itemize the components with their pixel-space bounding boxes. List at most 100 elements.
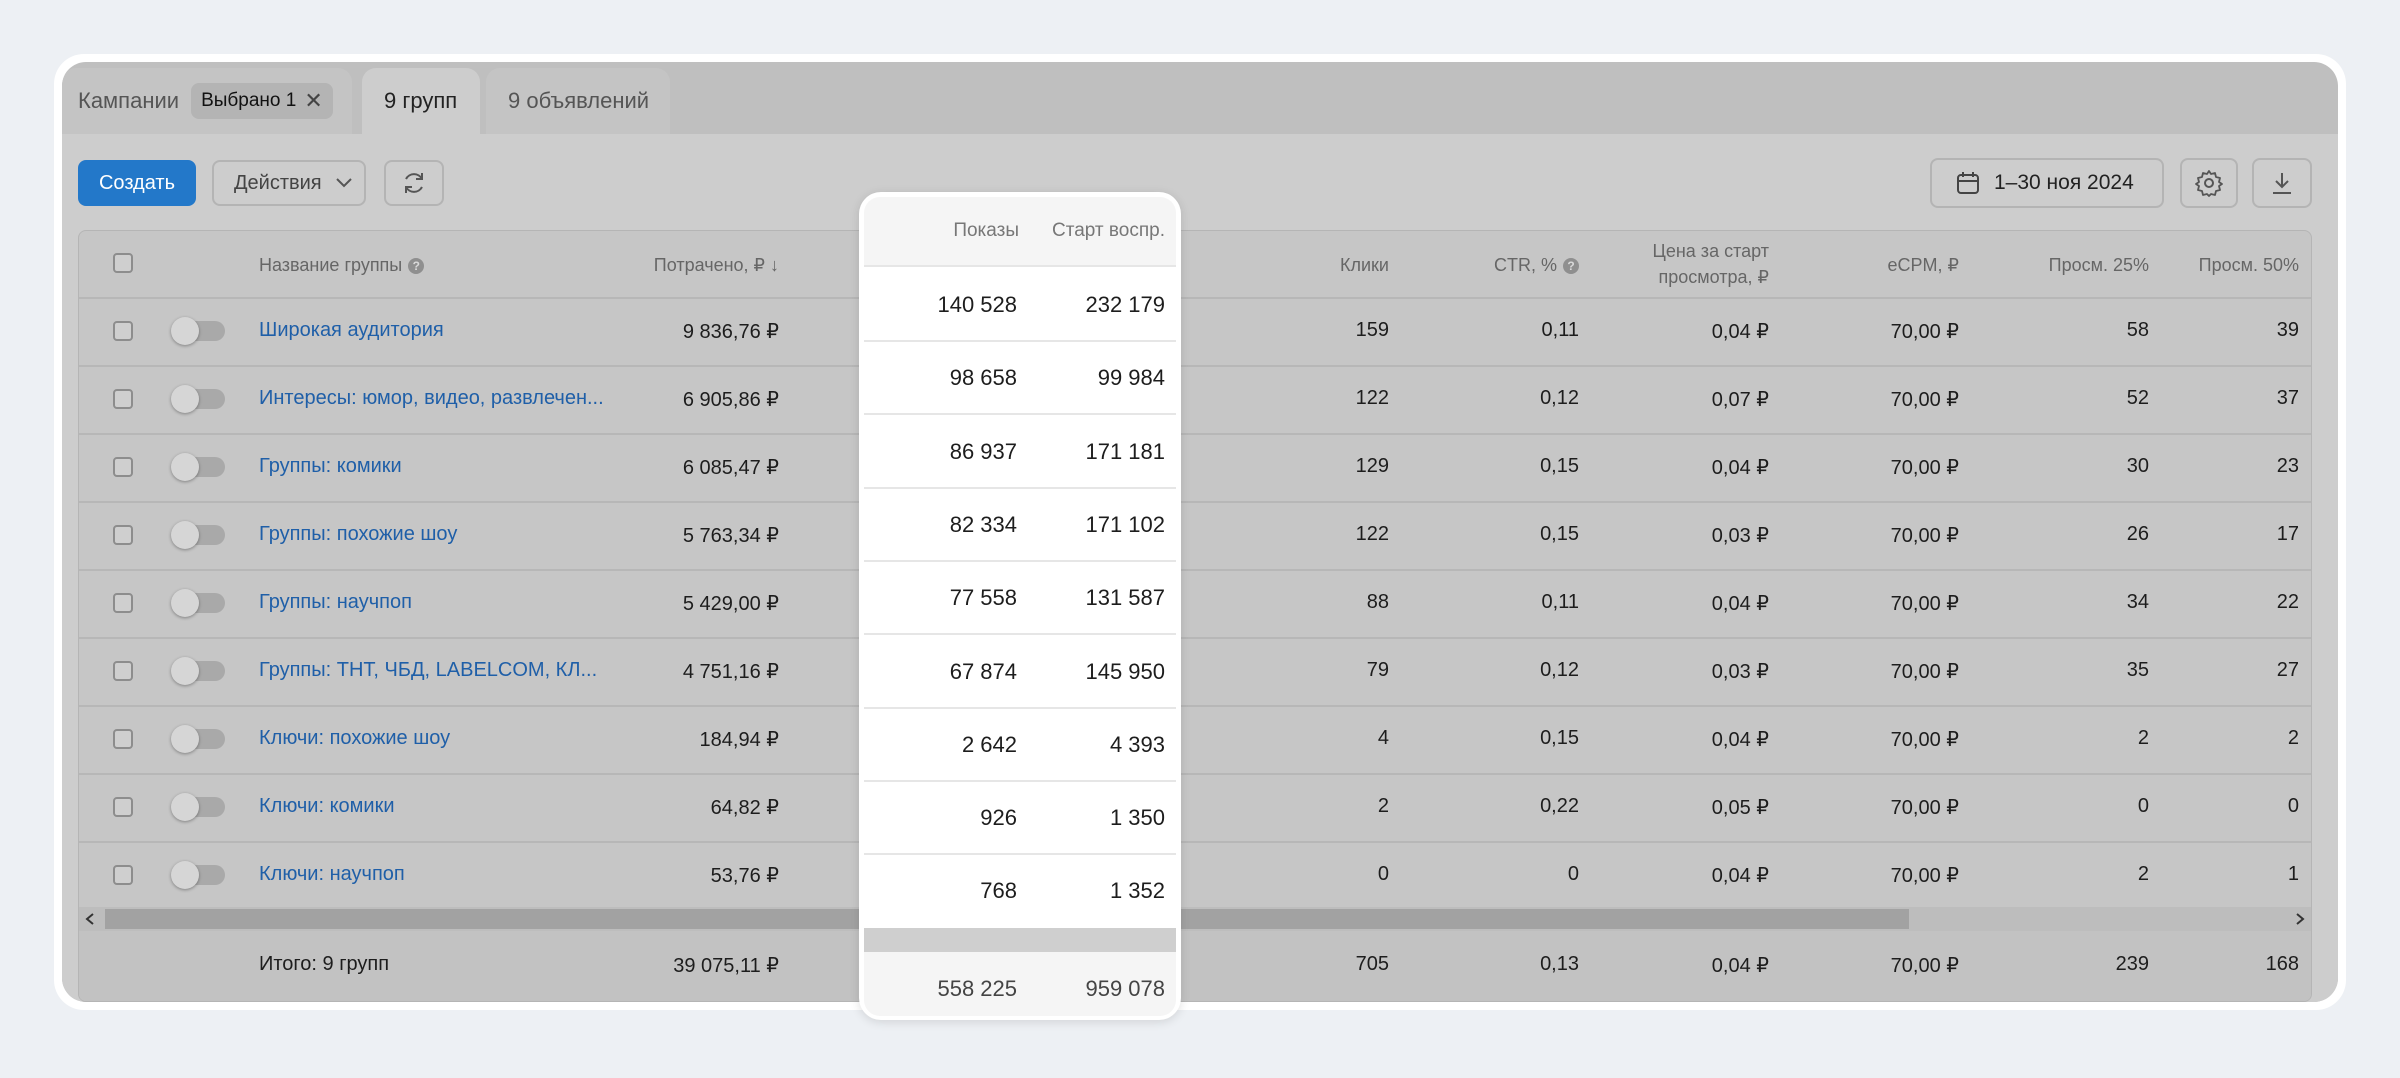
cell-impressions: 768	[980, 878, 1017, 904]
tab-ads[interactable]: 9 объявлений	[486, 68, 670, 134]
group-name-link[interactable]: Ключи: похожие шоу	[259, 727, 451, 749]
header-clicks[interactable]: Клики	[1340, 255, 1389, 275]
cell-ecpm: 70,00 ₽	[1890, 865, 1959, 887]
chevron-right-icon[interactable]	[2295, 913, 2305, 925]
header-ecpm[interactable]: eCPM, ₽	[1887, 255, 1959, 275]
table-row[interactable]: Интересы: юмор, видео, развлечен... 6 905…	[79, 365, 2311, 433]
header-spent[interactable]: Потрачено, ₽ ↓	[653, 255, 779, 275]
row-toggle[interactable]	[171, 793, 225, 821]
row-divider	[79, 501, 2311, 503]
row-checkbox[interactable]	[113, 525, 133, 545]
row-toggle[interactable]	[171, 521, 225, 549]
create-button[interactable]: Создать	[78, 160, 196, 206]
row-toggle[interactable]	[171, 861, 225, 889]
row-toggle[interactable]	[171, 657, 225, 685]
close-icon[interactable]: ✕	[304, 88, 323, 113]
download-button[interactable]	[2252, 158, 2312, 208]
row-toggle[interactable]	[171, 317, 225, 345]
select-all-checkbox[interactable]	[113, 253, 133, 273]
cell-impressions: 2 642	[961, 731, 1017, 757]
row-checkbox[interactable]	[113, 321, 133, 341]
table-row[interactable]: Группы: научпоп 5 429,00 ₽ 88 0,11 0,04 ₽ 70,…	[79, 569, 2311, 637]
cell-impressions: 82 334	[949, 511, 1017, 537]
cell-spent: 5 429,00 ₽	[682, 593, 779, 615]
cell-ecpm: 70,00 ₽	[1890, 593, 1959, 615]
cell-views25: 35	[2126, 659, 2149, 681]
group-name-link[interactable]: Интересы: юмор, видео, развлечен...	[259, 387, 604, 409]
help-icon[interactable]: ?	[408, 258, 425, 274]
main-panel: Создать Действия	[62, 134, 2338, 1002]
group-name-link[interactable]: Группы: комики	[259, 455, 402, 477]
total-starts: 959 078	[1085, 976, 1165, 1001]
header-price-line2[interactable]: просмотра, ₽	[1658, 267, 1769, 287]
table-row[interactable]: Ключи: научпоп 53,76 ₽ 0 0 0,04 ₽ 70,00 ₽ 2 1	[79, 841, 2311, 909]
row-toggle[interactable]	[171, 385, 225, 413]
row-checkbox[interactable]	[113, 865, 133, 885]
row-checkbox[interactable]	[113, 661, 133, 681]
cell-price: 0,04 ₽	[1711, 865, 1769, 887]
row-divider	[864, 706, 1176, 709]
row-checkbox[interactable]	[113, 797, 133, 817]
header-name[interactable]: Название группы?	[259, 255, 425, 276]
table-row[interactable]: Ключи: похожие шоу 184,94 ₽ 4 0,15 0,04 ₽ 70,…	[79, 705, 2311, 773]
toggle-knob	[171, 385, 199, 413]
cell-views50: 2	[2287, 727, 2299, 749]
row-checkbox[interactable]	[113, 457, 133, 477]
table-row[interactable]: Группы: ТНТ, ЧБД, LABELCOM, КЛ... 4 751,1…	[79, 637, 2311, 705]
table-row[interactable]: Группы: комики 6 085,47 ₽ 129 0,15 0,04 ₽ 70,…	[79, 433, 2311, 501]
total-ecpm: 70,00 ₽	[1890, 955, 1959, 977]
header-starts[interactable]: Старт воспр.	[1052, 220, 1165, 241]
settings-button[interactable]	[2180, 158, 2238, 208]
row-toggle[interactable]	[171, 589, 225, 617]
row-divider	[864, 633, 1176, 636]
header-views50[interactable]: Просм. 50%	[2198, 255, 2299, 275]
cell-clicks: 79	[1366, 659, 1389, 681]
cell-ecpm: 70,00 ₽	[1890, 661, 1959, 683]
total-ctr: 0,13	[1540, 953, 1579, 975]
selected-chip[interactable]: Выбрано 1 ✕	[191, 83, 333, 119]
group-name-link[interactable]: Группы: ТНТ, ЧБД, LABELCOM, КЛ...	[259, 659, 598, 681]
cell-clicks: 122	[1355, 523, 1389, 545]
highlight-columns-popup: Показы Старт воспр. 140 528 232 179 98 658…	[859, 192, 1181, 1020]
actions-dropdown[interactable]: Действия	[212, 160, 366, 206]
cell-clicks: 0	[1377, 863, 1389, 885]
horizontal-scrollbar[interactable]	[79, 907, 2311, 931]
total-impressions: 558 225	[937, 976, 1017, 1001]
cell-impressions: 140 528	[937, 292, 1017, 317]
group-name-link[interactable]: Группы: похожие шоу	[259, 523, 458, 545]
row-checkbox[interactable]	[113, 729, 133, 749]
header-impressions[interactable]: Показы	[953, 220, 1019, 241]
tab-groups[interactable]: 9 групп	[362, 68, 480, 134]
cell-views25: 52	[2126, 387, 2149, 409]
cell-views50: 23	[2276, 455, 2299, 477]
group-name-link[interactable]: Ключи: комики	[259, 795, 395, 817]
table-row[interactable]: Широкая аудитория 9 836,76 ₽ 159 0,11 0,04 ₽…	[79, 297, 2311, 365]
cell-clicks: 129	[1355, 455, 1389, 477]
gear-icon	[2195, 170, 2223, 197]
group-name-link[interactable]: Группы: научпоп	[259, 591, 412, 613]
tab-campaigns[interactable]: Кампании Выбрано 1 ✕	[62, 68, 352, 134]
row-divider	[79, 705, 2311, 707]
table-row[interactable]: Ключи: комики 64,82 ₽ 2 0,22 0,05 ₽ 70,00 ₽ 0 0	[79, 773, 2311, 841]
refresh-button[interactable]	[384, 160, 444, 206]
group-name-link[interactable]: Ключи: научпоп	[259, 863, 405, 885]
header-ctr[interactable]: CTR, %?	[1439, 255, 1579, 276]
cell-views50: 22	[2276, 591, 2299, 613]
chevron-left-icon[interactable]	[85, 913, 95, 925]
cell-ecpm: 70,00 ₽	[1890, 729, 1959, 751]
row-toggle[interactable]	[171, 453, 225, 481]
group-name-link[interactable]: Широкая аудитория	[259, 319, 444, 341]
header-views25[interactable]: Просм. 25%	[2048, 255, 2149, 275]
cell-views25: 30	[2126, 455, 2149, 477]
help-icon[interactable]: ?	[1563, 258, 1579, 274]
row-toggle[interactable]	[171, 725, 225, 753]
table-row[interactable]: Группы: похожие шоу 5 763,34 ₽ 122 0,15 0,03…	[79, 501, 2311, 569]
header-price-line1[interactable]: Цена за старт	[1652, 241, 1769, 261]
date-range-picker[interactable]: 1–30 ноя 2024	[1930, 158, 2164, 208]
row-checkbox[interactable]	[113, 389, 133, 409]
total-name: Итого: 9 групп	[259, 953, 390, 975]
row-divider	[79, 569, 2311, 571]
row-checkbox[interactable]	[113, 593, 133, 613]
selected-chip-label: Выбрано 1	[201, 90, 297, 111]
cell-ctr: 0,22	[1540, 795, 1579, 817]
